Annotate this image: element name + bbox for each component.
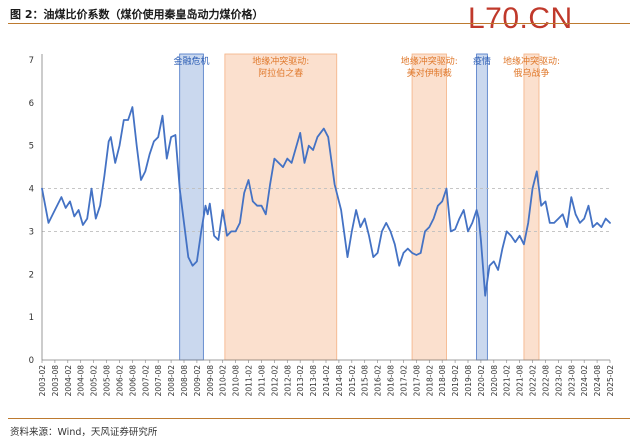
y-tick-label: 6 xyxy=(29,99,34,109)
x-tick-label: 2005-02 xyxy=(90,365,99,397)
x-tick-label: 2007-08 xyxy=(154,365,163,397)
x-tick-label: 2018-02 xyxy=(425,365,434,397)
y-tick-label: 1 xyxy=(29,313,34,323)
band-label-2: 美对伊制裁 xyxy=(407,67,452,79)
x-tick-label: 2019-02 xyxy=(451,365,460,397)
x-tick-label: 2004-02 xyxy=(64,365,73,397)
x-tick-label: 2024-08 xyxy=(593,365,602,397)
x-tick-label: 2012-02 xyxy=(270,365,279,397)
x-tick-label: 2020-08 xyxy=(490,365,499,397)
band-label-4: 地缘冲突驱动: xyxy=(503,55,560,67)
x-tick-label: 2016-02 xyxy=(374,365,383,397)
event-band-1 xyxy=(224,53,338,361)
event-bands xyxy=(179,53,540,361)
x-tick-label: 2004-08 xyxy=(77,365,86,397)
x-tick-label: 2017-02 xyxy=(399,365,408,397)
x-tick-label: 2017-08 xyxy=(412,365,421,397)
y-tick-label: 7 xyxy=(29,56,34,66)
band-label-0: 金融危机 xyxy=(174,55,210,67)
title-divider xyxy=(8,23,630,24)
y-tick-label: 5 xyxy=(29,142,34,152)
x-tick-label: 2023-08 xyxy=(567,365,576,397)
x-tick-label: 2008-08 xyxy=(180,365,189,397)
x-axis-ticks: 2003-02 2003-08 2004-02 2004-08 2005-02 2005-… xyxy=(38,360,615,396)
x-tick-label: 2022-02 xyxy=(529,365,538,397)
x-tick-label: 2014-02 xyxy=(322,365,331,397)
y-axis-ticks: 0 1 2 3 4 5 6 7 xyxy=(29,56,34,366)
x-tick-label: 2006-02 xyxy=(115,365,124,397)
y-tick-label: 4 xyxy=(29,185,34,195)
x-tick-label: 2010-02 xyxy=(219,365,228,397)
band-label-1: 阿拉伯之春 xyxy=(258,67,303,79)
x-tick-label: 2015-08 xyxy=(361,365,370,397)
x-tick-label: 2018-08 xyxy=(438,365,447,397)
source-divider xyxy=(8,418,630,419)
x-tick-label: 2009-02 xyxy=(193,365,202,397)
x-tick-label: 2008-02 xyxy=(167,365,176,397)
x-tick-label: 2013-02 xyxy=(296,365,305,397)
series-group xyxy=(41,106,611,297)
x-tick-label: 2023-02 xyxy=(554,365,563,397)
y-tick-label: 2 xyxy=(29,270,34,280)
x-tick-label: 2005-08 xyxy=(103,365,112,397)
y-tick-label: 0 xyxy=(29,356,34,366)
x-tick-label: 2021-02 xyxy=(503,365,512,397)
gridlines xyxy=(42,188,610,232)
source-note: 资料来源：Wind，天风证券研究所 xyxy=(10,427,158,438)
x-tick-label: 2012-08 xyxy=(283,365,292,397)
event-band-3 xyxy=(476,53,488,361)
band-label-2: 地缘冲突驱动: xyxy=(401,55,458,67)
x-tick-label: 2021-08 xyxy=(516,365,525,397)
x-tick-label: 2011-08 xyxy=(257,365,266,397)
x-tick-label: 2006-08 xyxy=(128,365,137,397)
x-tick-label: 2022-08 xyxy=(541,365,550,397)
x-tick-label: 2014-08 xyxy=(335,365,344,397)
x-tick-label: 2007-02 xyxy=(141,365,150,397)
series-line-0 xyxy=(41,106,611,297)
x-tick-label: 2003-08 xyxy=(51,365,60,397)
y-tick-label: 3 xyxy=(29,227,34,237)
band-label-3: 疫情 xyxy=(473,55,491,67)
band-label-1: 地缘冲突驱动: xyxy=(252,55,309,67)
x-tick-label: 2010-08 xyxy=(232,365,241,397)
x-tick-label: 2009-08 xyxy=(206,365,215,397)
figure-title: 图 2：油煤比价系数（煤价使用秦皇岛动力煤价格） xyxy=(10,8,264,21)
x-tick-label: 2013-08 xyxy=(309,365,318,397)
event-band-0 xyxy=(179,53,204,361)
band-label-4: 俄乌战争 xyxy=(513,67,549,79)
x-tick-label: 2011-02 xyxy=(245,365,254,397)
x-tick-label: 2003-02 xyxy=(38,365,47,397)
x-tick-label: 2025-02 xyxy=(606,365,615,397)
event-band-2 xyxy=(411,53,447,361)
x-tick-label: 2019-08 xyxy=(464,365,473,397)
x-tick-label: 2024-02 xyxy=(580,365,589,397)
x-tick-label: 2020-02 xyxy=(477,365,486,397)
x-tick-label: 2016-08 xyxy=(387,365,396,397)
event-band-4 xyxy=(523,53,540,361)
watermark: L70.CN xyxy=(468,2,573,35)
x-tick-label: 2015-02 xyxy=(348,365,357,397)
